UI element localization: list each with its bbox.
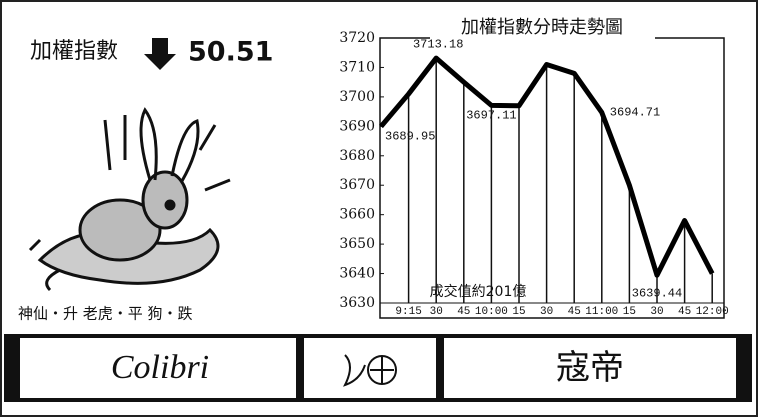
x-tick-label: 15: [623, 306, 636, 318]
y-tick-label: 3650: [339, 236, 375, 252]
x-tick-label: 30: [540, 306, 553, 318]
x-tick-label: 11:00: [585, 306, 618, 318]
ad-bar: [436, 336, 444, 400]
cartoon: [28, 107, 231, 292]
y-tick-label: 3710: [339, 59, 375, 75]
brand: Colibri: [111, 349, 209, 386]
index-label: 加權指數: [30, 39, 118, 64]
value-label: 3689.95: [385, 130, 435, 144]
index-change: 50.51: [188, 37, 273, 68]
logo: [343, 354, 397, 387]
y-tick-label: 3630: [339, 295, 375, 311]
ad-bar: [736, 336, 750, 400]
value-label: 3694.71: [610, 106, 660, 120]
x-tick-label: 30: [650, 306, 663, 318]
x-tick-label: 10:00: [475, 306, 508, 318]
caption: 神仙・升 老虎・平 狗・跌: [18, 305, 193, 323]
x-tick-label: 45: [457, 306, 470, 318]
x-tick-label: 45: [678, 306, 691, 318]
y-tick-label: 3640: [339, 266, 375, 282]
value-label: 3697.11: [466, 109, 516, 123]
down-arrow: [144, 38, 176, 70]
ad-name: 寇帝: [556, 348, 624, 388]
x-tick-label: 12:00: [696, 306, 729, 318]
index-line: [379, 55, 715, 278]
y-tick-label: 3720: [339, 30, 375, 46]
x-tick-label: 15: [512, 306, 525, 318]
ad-bar: [296, 336, 304, 400]
y-tick-label: 3700: [339, 89, 375, 105]
y-tick-label: 3680: [339, 148, 375, 164]
y-tick-label: 3690: [339, 118, 375, 134]
value-label: 3639.44: [632, 286, 682, 300]
value-label: 3713.18: [413, 37, 463, 51]
chart-frame: [379, 37, 725, 319]
y-tick-label: 3660: [339, 207, 375, 223]
x-tick-label: 45: [568, 306, 581, 318]
chart-title: 加權指數分時走勢圖: [461, 17, 623, 38]
x-tick-label: 9:15: [395, 306, 421, 318]
x-tick-label: 30: [430, 306, 443, 318]
ad-strip: [4, 334, 752, 402]
ad-bar: [6, 336, 20, 400]
annotation: 成交值約201億: [430, 283, 527, 300]
y-tick-label: 3670: [339, 177, 375, 193]
